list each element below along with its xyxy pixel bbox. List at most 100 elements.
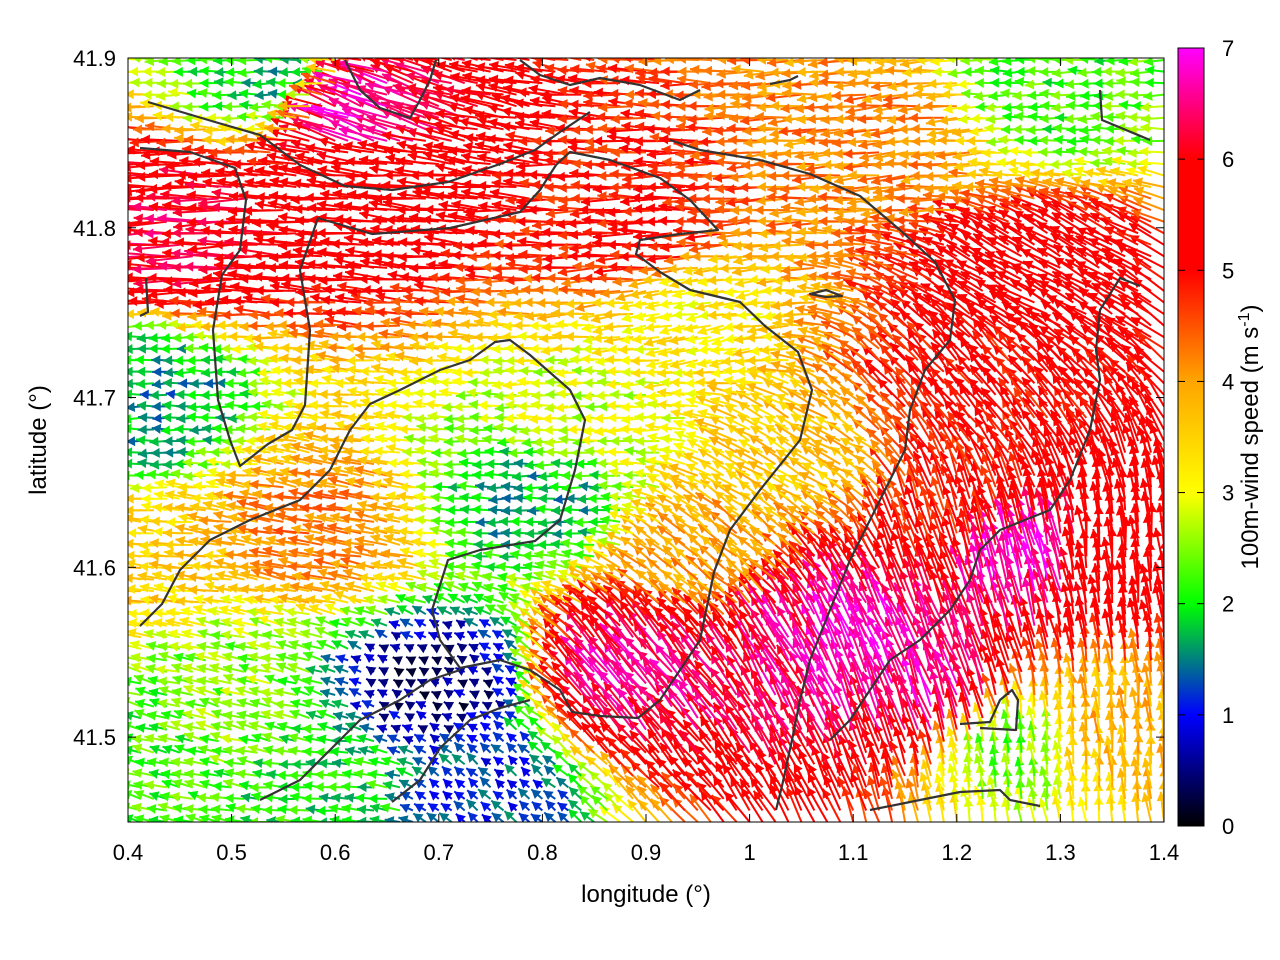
wind-arrow-head [315, 616, 326, 626]
wind-arrow-head [148, 769, 159, 779]
wind-arrow-head [233, 627, 244, 637]
wind-arrow-head [146, 641, 157, 651]
wind-arrows [100, 58, 1164, 822]
wind-arrow-head [630, 761, 641, 772]
wind-arrow-head [355, 793, 365, 803]
wind-arrow-head [391, 632, 402, 642]
wind-arrow-head [289, 709, 300, 719]
wind-arrow-head [247, 664, 258, 675]
wind-arrow-head [398, 745, 409, 755]
wind-arrow-head [349, 688, 360, 698]
wind-arrow-head [682, 607, 693, 618]
wind-arrow-head [302, 676, 313, 686]
wind-arrow-head [139, 514, 150, 525]
wind-arrow-head [901, 714, 911, 725]
wind-arrow-head [517, 645, 528, 655]
wind-arrow-head [606, 737, 617, 748]
wind-arrow-head [737, 701, 747, 712]
wind-arrow-head [114, 606, 124, 616]
wind-arrow-head [457, 481, 467, 491]
wind-arrow-head [144, 780, 154, 791]
wind-arrow-head [191, 493, 201, 504]
wind-arrow-head [500, 616, 511, 626]
wind-arrow-head [399, 779, 410, 789]
wind-arrow-head [834, 613, 844, 624]
wind-arrow-head [149, 538, 159, 549]
wind-arrow-head [236, 720, 247, 730]
wind-arrow-head [276, 652, 287, 662]
wind-arrow-head [148, 687, 159, 698]
wind-arrow-head [506, 733, 517, 743]
wind-arrow-head [739, 778, 750, 790]
wind-arrow-head [493, 791, 504, 801]
wind-arrow-head [100, 597, 109, 607]
wind-arrow-head [544, 765, 555, 776]
wind-arrow-head [454, 766, 465, 777]
wind-arrow-head [249, 817, 258, 822]
wind-arrow-head [481, 757, 492, 768]
wind-arrow-head [240, 815, 251, 822]
wind-arrow-head [499, 551, 509, 562]
wind-arrow-head [414, 631, 425, 641]
wind-arrow-head [170, 468, 181, 479]
wind-arrow-head [139, 561, 149, 572]
wind-arrow-head [603, 642, 614, 654]
wind-arrow-head [723, 634, 733, 645]
wind-arrow-head [276, 662, 287, 672]
wind-arrow-head [390, 724, 402, 734]
wind-arrow-head [319, 664, 330, 674]
wind-arrow-head [1021, 636, 1031, 648]
wind-arrow-head [196, 616, 207, 626]
wind-arrow-head [249, 782, 259, 793]
wind-arrow-head [117, 480, 127, 490]
wind-arrow-head [220, 617, 231, 628]
wind-arrow-head [491, 812, 502, 822]
wind-arrow-head [240, 792, 251, 803]
wind-arrow-head [327, 769, 338, 780]
wind-arrow-head [183, 722, 194, 732]
wind-arrow-head [243, 595, 254, 606]
wind-arrow-head [473, 539, 483, 550]
wind-arrow-head [468, 812, 478, 822]
wind-arrow-head [479, 642, 490, 652]
wind-arrow-head [508, 601, 520, 611]
wind-arrow-head [146, 653, 157, 664]
wind-arrow-head [395, 594, 406, 604]
wind-arrow-head [529, 754, 540, 764]
wind-arrow-head [345, 629, 356, 640]
wind-arrow-head [396, 767, 407, 777]
wind-arrow-head [1014, 756, 1025, 767]
wind-arrow-head [483, 679, 494, 689]
wind-arrow-head [159, 757, 169, 768]
wind-arrow-head [1155, 700, 1164, 711]
wind-arrow-head [210, 640, 221, 651]
wind-arrow-head [504, 639, 515, 650]
wind-arrow-head [548, 469, 559, 480]
wind-arrow-head [456, 527, 466, 538]
wind-arrow-head [405, 594, 416, 605]
wind-arrow-head [175, 523, 186, 534]
wind-arrow-head [647, 770, 658, 781]
wind-arrow-head [262, 491, 272, 502]
wind-arrow-head [588, 643, 598, 655]
wind-arrow-head [537, 710, 548, 721]
wind-arrow-head [110, 687, 120, 696]
wind-arrow-head [786, 678, 797, 689]
wind-arrow-head [128, 618, 138, 629]
wind-arrow-head [252, 768, 263, 779]
wind-arrow-head [175, 733, 186, 744]
wind-arrow-head [542, 755, 553, 765]
wind-arrow-head [140, 608, 150, 619]
wind-arrow-head [486, 517, 496, 528]
wind-arrow-head [355, 617, 366, 627]
wind-arrow-head [305, 665, 316, 676]
wind-arrow-head [300, 618, 311, 628]
wind-arrow-head [534, 549, 544, 560]
wind-arrow-head [947, 763, 957, 774]
wind-arrow-head [1060, 582, 1071, 593]
wind-arrow-head [266, 769, 276, 780]
wind-arrow-head [431, 644, 442, 654]
wind-arrow-head [419, 667, 430, 677]
wind-arrow-head [577, 785, 588, 796]
wind-arrow-shaft [128, 774, 129, 776]
